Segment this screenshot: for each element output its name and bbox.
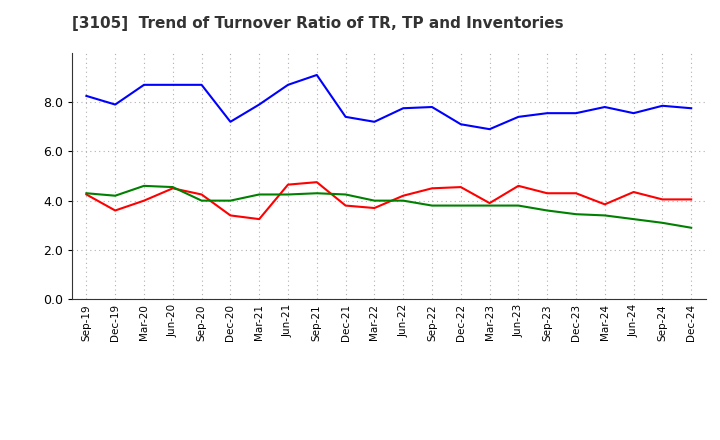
- Inventories: [341, 192, 350, 197]
- Inventories: [543, 208, 552, 213]
- Trade Receivables: [514, 183, 523, 188]
- Trade Receivables: [284, 182, 292, 187]
- Inventories: [514, 203, 523, 208]
- Trade Payables: [687, 106, 696, 111]
- Trade Receivables: [255, 216, 264, 222]
- Trade Payables: [82, 93, 91, 99]
- Trade Payables: [111, 102, 120, 107]
- Trade Payables: [312, 72, 321, 77]
- Inventories: [168, 184, 177, 190]
- Trade Receivables: [226, 213, 235, 218]
- Trade Receivables: [370, 205, 379, 211]
- Trade Payables: [399, 106, 408, 111]
- Trade Payables: [168, 82, 177, 88]
- Inventories: [82, 191, 91, 196]
- Trade Receivables: [111, 208, 120, 213]
- Trade Payables: [600, 104, 609, 110]
- Trade Payables: [284, 82, 292, 88]
- Trade Receivables: [543, 191, 552, 196]
- Trade Payables: [572, 110, 580, 116]
- Trade Receivables: [456, 184, 465, 190]
- Inventories: [600, 213, 609, 218]
- Trade Receivables: [168, 186, 177, 191]
- Inventories: [658, 220, 667, 225]
- Trade Payables: [456, 121, 465, 127]
- Inventories: [284, 192, 292, 197]
- Trade Receivables: [312, 180, 321, 185]
- Trade Receivables: [399, 193, 408, 198]
- Trade Payables: [255, 102, 264, 107]
- Trade Payables: [485, 127, 494, 132]
- Trade Receivables: [687, 197, 696, 202]
- Trade Payables: [226, 119, 235, 125]
- Trade Payables: [658, 103, 667, 108]
- Trade Receivables: [197, 192, 206, 197]
- Trade Payables: [140, 82, 148, 88]
- Inventories: [226, 198, 235, 203]
- Trade Receivables: [140, 198, 148, 203]
- Trade Payables: [341, 114, 350, 120]
- Inventories: [370, 198, 379, 203]
- Inventories: [629, 216, 638, 222]
- Text: [3105]  Trend of Turnover Ratio of TR, TP and Inventories: [3105] Trend of Turnover Ratio of TR, TP…: [72, 16, 564, 31]
- Trade Payables: [629, 110, 638, 116]
- Inventories: [485, 203, 494, 208]
- Inventories: [255, 192, 264, 197]
- Inventories: [197, 198, 206, 203]
- Line: Inventories: Inventories: [86, 186, 691, 228]
- Inventories: [572, 212, 580, 217]
- Inventories: [428, 203, 436, 208]
- Trade Receivables: [629, 189, 638, 194]
- Inventories: [456, 203, 465, 208]
- Inventories: [111, 193, 120, 198]
- Trade Receivables: [341, 203, 350, 208]
- Trade Receivables: [600, 202, 609, 207]
- Trade Receivables: [572, 191, 580, 196]
- Inventories: [399, 198, 408, 203]
- Line: Trade Receivables: Trade Receivables: [86, 182, 691, 219]
- Trade Receivables: [428, 186, 436, 191]
- Inventories: [140, 183, 148, 188]
- Trade Payables: [514, 114, 523, 120]
- Trade Payables: [428, 104, 436, 110]
- Trade Payables: [543, 110, 552, 116]
- Trade Receivables: [658, 197, 667, 202]
- Line: Trade Payables: Trade Payables: [86, 75, 691, 129]
- Trade Receivables: [485, 201, 494, 206]
- Trade Payables: [197, 82, 206, 88]
- Inventories: [687, 225, 696, 231]
- Inventories: [312, 191, 321, 196]
- Trade Receivables: [82, 192, 91, 197]
- Trade Payables: [370, 119, 379, 125]
